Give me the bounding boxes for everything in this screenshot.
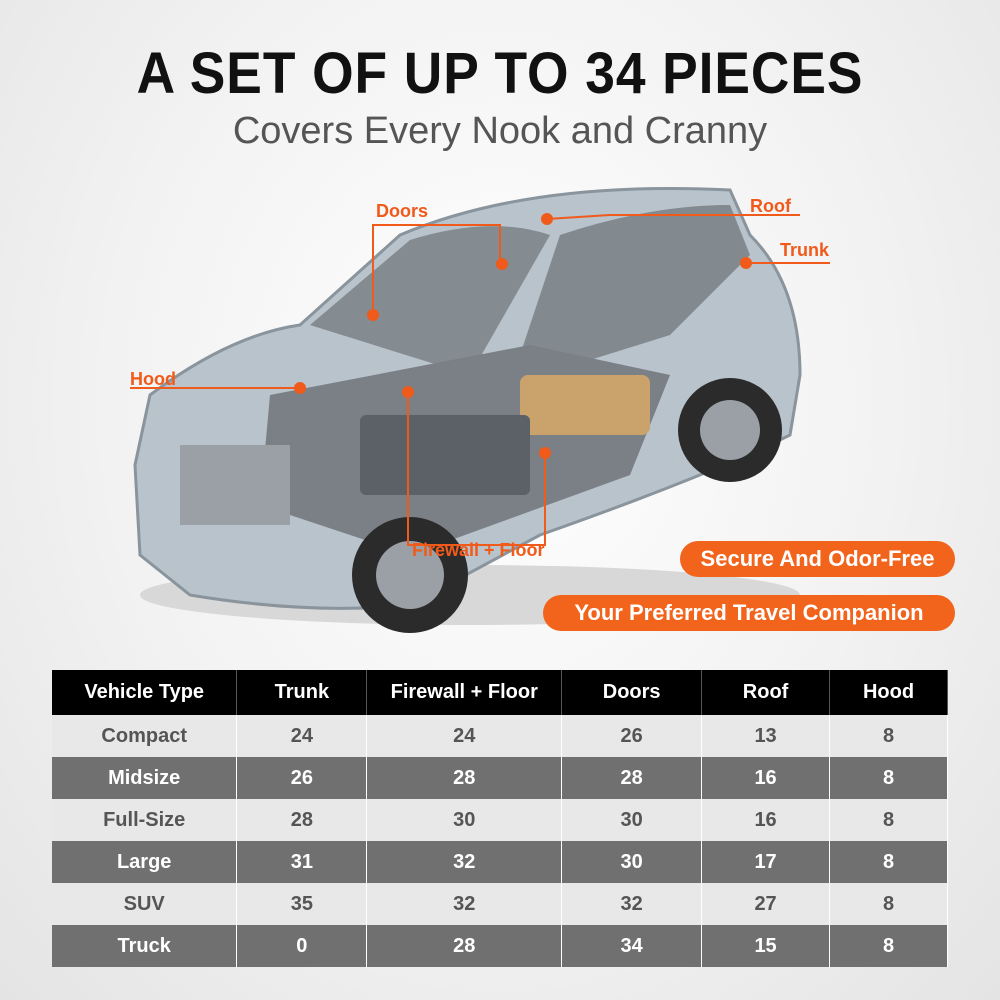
table-cell: 8: [829, 757, 948, 799]
page-title: A SET OF UP TO 34 PIECES: [136, 41, 864, 106]
table-cell: 8: [829, 925, 948, 967]
table-row: Truck 0 28 34 15 8: [52, 925, 948, 967]
table-cell: 8: [829, 841, 948, 883]
table-cell: 28: [561, 757, 703, 799]
table-cell: 32: [366, 883, 563, 925]
table-cell: Truck: [52, 925, 238, 967]
table-cell: 16: [701, 799, 831, 841]
table-cell: 28: [366, 757, 563, 799]
table-cell: 32: [366, 841, 563, 883]
table-row: Large 31 32 30 17 8: [52, 841, 948, 883]
table-cell: 8: [829, 799, 948, 841]
header-firewall-floor: Firewall + Floor: [366, 670, 563, 715]
table-cell: 8: [829, 883, 948, 925]
table-cell: 17: [701, 841, 831, 883]
callout-roof: Roof: [750, 196, 791, 216]
table-cell: 13: [701, 715, 831, 757]
table-row: SUV 35 32 32 27 8: [52, 883, 948, 925]
table-cell: 30: [366, 799, 563, 841]
table-cell: 26: [561, 715, 703, 757]
table-cell: 24: [366, 715, 563, 757]
table-cell: SUV: [52, 883, 238, 925]
table-cell: 28: [366, 925, 563, 967]
table-cell: 32: [561, 883, 703, 925]
table-row: Full-Size 28 30 30 16 8: [52, 799, 948, 841]
header-doors: Doors: [561, 670, 703, 715]
table-cell: 24: [236, 715, 368, 757]
table-cell: 8: [829, 715, 948, 757]
badge-travel-companion: Your Preferred Travel Companion: [543, 595, 955, 631]
table-cell: 27: [701, 883, 831, 925]
header-vehicle-type: Vehicle Type: [52, 670, 238, 715]
table-cell: 16: [701, 757, 831, 799]
callout-hood: Hood: [130, 369, 176, 389]
table-row: Compact 24 24 26 13 8: [52, 715, 948, 757]
table-cell: 30: [561, 799, 703, 841]
table-cell: 34: [561, 925, 703, 967]
table-cell: 30: [561, 841, 703, 883]
table-cell: 15: [701, 925, 831, 967]
callout-doors: Doors: [376, 201, 429, 221]
callout-firewall-floor: Firewall + Floor: [412, 540, 545, 560]
table-header-row: Vehicle Type Trunk Firewall + Floor Door…: [52, 670, 948, 715]
table-cell: Compact: [52, 715, 238, 757]
car-cutaway-illustration: [130, 186, 830, 633]
header-hood: Hood: [829, 670, 948, 715]
table-cell: 28: [236, 799, 368, 841]
table-cell: Full-Size: [52, 799, 238, 841]
badge-secure-odor-free: Secure And Odor-Free: [680, 541, 955, 577]
table-cell: 0: [236, 925, 368, 967]
table-cell: Large: [52, 841, 238, 883]
table-cell: 35: [236, 883, 368, 925]
header-trunk: Trunk: [236, 670, 368, 715]
callout-trunk: Trunk: [780, 240, 830, 260]
table-cell: 31: [236, 841, 368, 883]
header-roof: Roof: [701, 670, 831, 715]
table-cell: 26: [236, 757, 368, 799]
vehicle-pieces-table: Vehicle Type Trunk Firewall + Floor Door…: [52, 670, 948, 967]
table-row: Midsize 26 28 28 16 8: [52, 757, 948, 799]
table-cell: Midsize: [52, 757, 238, 799]
page-subtitle: Covers Every Nook and Cranny: [232, 110, 768, 152]
